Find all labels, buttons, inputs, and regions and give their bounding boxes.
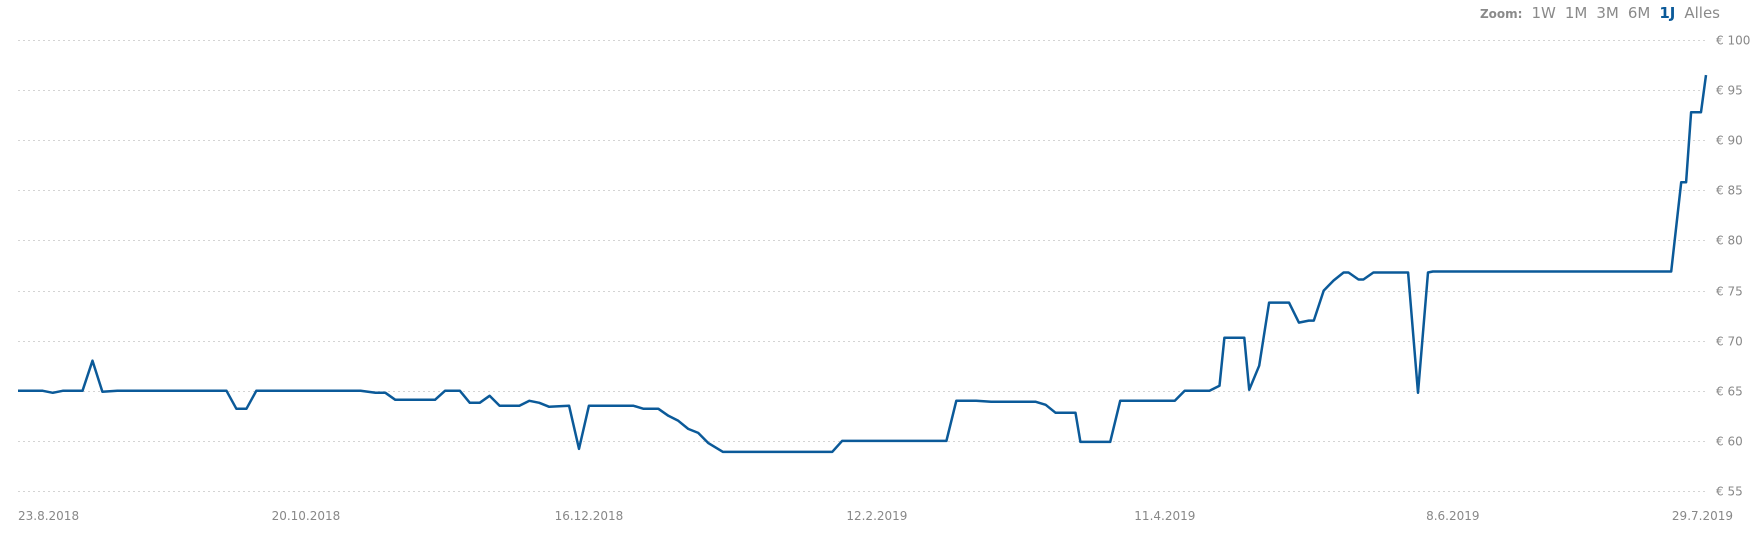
zoom-button-6m[interactable]: 6M bbox=[1627, 4, 1651, 22]
x-tick-label: 8.6.2019 bbox=[1426, 509, 1479, 523]
y-tick-label: € 90 bbox=[1716, 134, 1743, 148]
zoom-button-alles[interactable]: Alles bbox=[1684, 4, 1720, 22]
y-tick-label: € 85 bbox=[1716, 184, 1743, 198]
x-tick-label: 23.8.2018 bbox=[18, 509, 79, 523]
y-tick-label: € 100 bbox=[1716, 34, 1750, 48]
zoom-controls: Zoom: 1W 1M 3M 6M 1J Alles bbox=[1480, 4, 1720, 22]
zoom-label: Zoom: bbox=[1479, 7, 1523, 21]
x-tick-label: 20.10.2018 bbox=[272, 509, 341, 523]
y-tick-label: € 55 bbox=[1716, 485, 1743, 499]
price-series bbox=[18, 74, 1708, 454]
zoom-button-3m[interactable]: 3M bbox=[1596, 4, 1619, 22]
x-tick-label: 11.4.2019 bbox=[1134, 509, 1195, 523]
y-axis-tick-labels: € 100 € 95 € 90 € 85 € 80 € 75 € 70 € 65 € 60 € 5… bbox=[1716, 34, 1750, 499]
zoom-button-1w[interactable]: 1W bbox=[1531, 4, 1556, 22]
y-tick-label: € 75 bbox=[1716, 285, 1743, 299]
y-tick-label: € 95 bbox=[1716, 84, 1743, 98]
zoom-button-1j[interactable]: 1J bbox=[1659, 4, 1676, 22]
y-tick-label: € 65 bbox=[1716, 385, 1743, 399]
y-tick-label: € 60 bbox=[1716, 435, 1743, 449]
grid-lines bbox=[18, 40, 1706, 492]
y-tick-label: € 70 bbox=[1716, 335, 1743, 349]
x-tick-label: 29.7.2019 bbox=[1672, 509, 1733, 523]
x-axis-tick-labels: 23.8.2018 20.10.2018 16.12.2018 12.2.2019 11… bbox=[18, 509, 1733, 523]
x-tick-label: 12.2.2019 bbox=[846, 509, 907, 523]
price-line bbox=[18, 74, 1708, 454]
y-tick-label: € 80 bbox=[1716, 234, 1743, 248]
x-tick-label: 16.12.2018 bbox=[555, 509, 624, 523]
zoom-button-1m[interactable]: 1M bbox=[1564, 4, 1588, 22]
